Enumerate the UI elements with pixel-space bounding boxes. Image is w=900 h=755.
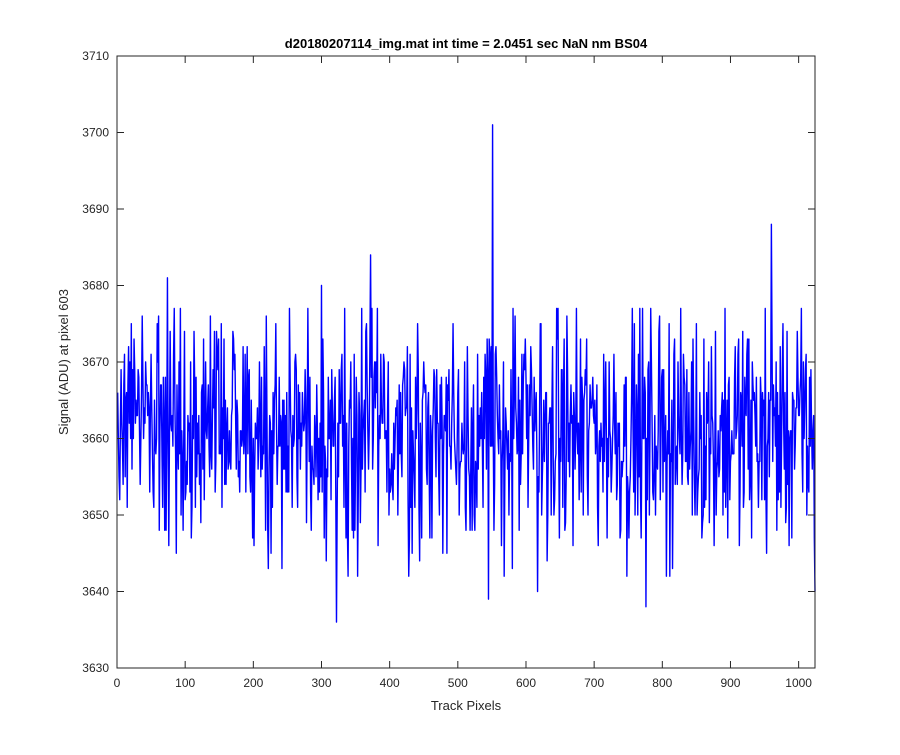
y-tick-label: 3670 — [82, 355, 109, 369]
y-tick-label: 3640 — [82, 585, 109, 599]
x-tick-label: 200 — [243, 676, 263, 690]
x-tick-label: 500 — [448, 676, 468, 690]
y-axis: 3630 3640 3650 3660 3670 3680 3690 3700 3710 — [82, 49, 815, 675]
x-tick-label: 600 — [516, 676, 536, 690]
x-axis: 0 100 200 300 400 500 600 700 800 900 1000 — [114, 56, 812, 690]
x-tick-label: 1000 — [785, 676, 812, 690]
y-tick-label: 3710 — [82, 49, 109, 63]
y-tick-label: 3690 — [82, 202, 109, 216]
chart-title: d20180207114_img.mat int time = 2.0451 s… — [285, 36, 648, 51]
x-axis-label: Track Pixels — [431, 698, 502, 713]
x-tick-label: 100 — [175, 676, 195, 690]
x-tick-label: 0 — [114, 676, 121, 690]
y-tick-label: 3680 — [82, 279, 109, 293]
series-layer — [116, 124, 816, 623]
x-tick-label: 300 — [311, 676, 331, 690]
y-tick-label: 3700 — [82, 126, 109, 140]
y-tick-label: 3650 — [82, 508, 109, 522]
y-tick-label: 3660 — [82, 432, 109, 446]
plot-area — [117, 56, 815, 668]
y-axis-label: Signal (ADU) at pixel 603 — [56, 289, 71, 435]
x-tick-label: 400 — [380, 676, 400, 690]
y-tick-label: 3630 — [82, 661, 109, 675]
x-tick-label: 800 — [652, 676, 672, 690]
x-tick-label: 700 — [584, 676, 604, 690]
x-tick-label: 900 — [720, 676, 740, 690]
signal-series-line — [116, 124, 816, 623]
